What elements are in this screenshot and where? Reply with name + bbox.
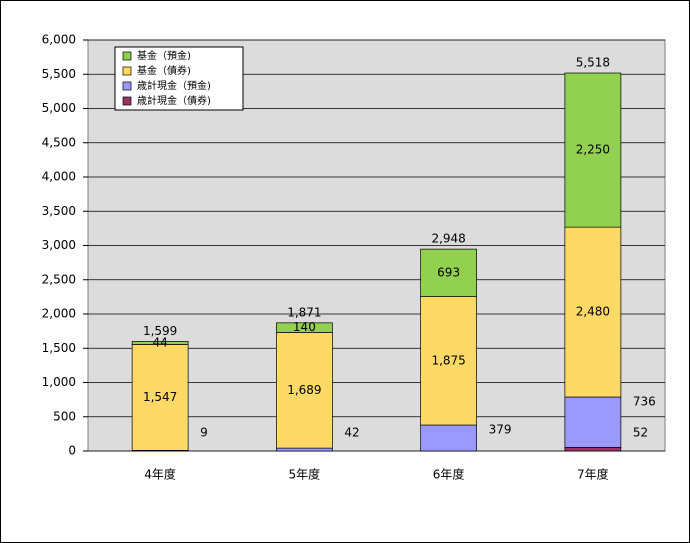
bar-segment bbox=[420, 248, 477, 297]
x-tick-label: 7年度 bbox=[577, 467, 609, 482]
legend-label: 歳計現金（債券) bbox=[137, 94, 211, 107]
legend-label: 基金（債券) bbox=[137, 64, 191, 77]
legend-swatch bbox=[122, 96, 132, 106]
y-tick-label: 5,500 bbox=[42, 67, 76, 81]
bar-segment bbox=[420, 296, 477, 426]
bar-segment bbox=[564, 72, 622, 228]
legend-swatch bbox=[122, 66, 132, 76]
bar-segment bbox=[276, 447, 333, 452]
data-label: 140 bbox=[293, 320, 316, 334]
data-label: 2,480 bbox=[576, 305, 610, 319]
legend-swatch bbox=[122, 81, 132, 91]
y-tick-label: 4,000 bbox=[42, 170, 76, 184]
bar-segment bbox=[276, 322, 333, 333]
y-tick-label: 3,000 bbox=[42, 238, 76, 252]
legend-box bbox=[114, 46, 244, 111]
data-label: 1,875 bbox=[431, 353, 465, 367]
data-label: 1,689 bbox=[287, 383, 321, 397]
bar-segment bbox=[564, 226, 622, 398]
data-label: 52 bbox=[633, 426, 648, 440]
y-tick-label: 500 bbox=[53, 409, 76, 423]
x-tick-label: 5年度 bbox=[289, 467, 321, 482]
bar-segment bbox=[131, 344, 189, 451]
total-label: 2,948 bbox=[431, 232, 465, 246]
total-label: 1,871 bbox=[287, 305, 321, 319]
y-tick-label: 5,000 bbox=[42, 101, 76, 115]
bar-segment bbox=[564, 447, 622, 452]
y-tick-label: 6,000 bbox=[42, 33, 76, 47]
data-label: 736 bbox=[633, 395, 656, 409]
legend-swatch bbox=[122, 51, 132, 61]
legend-label: 基金（預金) bbox=[137, 49, 191, 62]
data-label: 1,547 bbox=[143, 390, 177, 404]
y-tick-label: 4,500 bbox=[42, 135, 76, 149]
total-label: 1,599 bbox=[143, 324, 177, 338]
y-tick-label: 1,500 bbox=[42, 341, 76, 355]
bar-segment bbox=[564, 396, 622, 448]
data-label: 379 bbox=[489, 423, 512, 437]
total-label: 5,518 bbox=[576, 56, 610, 70]
bar-segment bbox=[276, 332, 333, 449]
data-label: 9 bbox=[200, 426, 208, 440]
data-label: 44 bbox=[152, 335, 167, 349]
y-tick-label: 3,500 bbox=[42, 204, 76, 218]
legend-label: 歳計現金（預金) bbox=[137, 79, 211, 92]
y-tick-label: 2,000 bbox=[42, 307, 76, 321]
y-tick-label: 1,000 bbox=[42, 375, 76, 389]
bar-segment bbox=[420, 424, 477, 452]
y-tick-label: 0 bbox=[68, 444, 76, 458]
data-label: 693 bbox=[437, 265, 460, 279]
bar-segment bbox=[131, 341, 189, 345]
y-tick-label: 2,500 bbox=[42, 272, 76, 286]
data-label: 42 bbox=[344, 426, 359, 440]
x-tick-label: 6年度 bbox=[433, 467, 465, 482]
data-label: 2,250 bbox=[576, 143, 610, 157]
x-tick-label: 4年度 bbox=[144, 467, 176, 482]
